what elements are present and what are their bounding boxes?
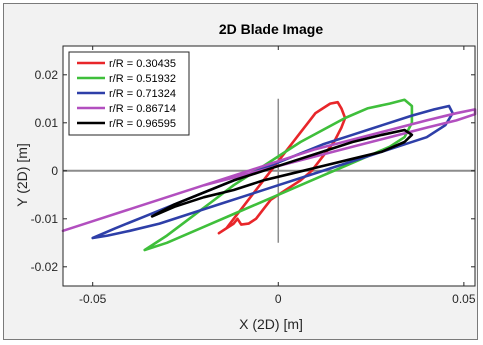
- legend-label: r/R = 0.71324: [109, 88, 176, 100]
- ticks-layer: -0.05 0 0.05 -0.02 -0.01 0 0.01 0.02: [31, 46, 476, 306]
- y-axis-label: Y (2D) [m]: [14, 143, 30, 207]
- blade-chart: 2D Blade Image -0.05 0 0.05 -0.02 -0.01 0 0.01…: [14, 21, 477, 332]
- series-line-5: [150, 128, 414, 218]
- legend-label: r/R = 0.96595: [109, 118, 176, 130]
- legend-label: r/R = 0.51932: [109, 73, 176, 85]
- y-tick-label: 0.01: [35, 116, 59, 130]
- y-tick-label: -0.01: [31, 212, 59, 226]
- figure-window: 2D Blade Image -0.05 0 0.05 -0.02 -0.01 0 0.01…: [3, 3, 478, 340]
- legend-label: r/R = 0.30435: [109, 58, 176, 70]
- y-tick-label: 0.02: [35, 68, 59, 82]
- x-tick-label: 0.05: [452, 292, 476, 306]
- chart-title: 2D Blade Image: [219, 21, 323, 37]
- legend: r/R = 0.30435 r/R = 0.51932 r/R = 0.71324 r…: [68, 51, 190, 136]
- legend-label: r/R = 0.86714: [109, 103, 176, 115]
- reference-lines: [63, 98, 475, 243]
- y-tick-label: -0.02: [31, 260, 59, 274]
- x-tick-label: -0.05: [79, 292, 107, 306]
- x-tick-label: 0: [275, 292, 282, 306]
- y-tick-label: 0: [51, 164, 58, 178]
- x-axis-label: X (2D) [m]: [239, 316, 303, 332]
- plot-border: [62, 45, 476, 287]
